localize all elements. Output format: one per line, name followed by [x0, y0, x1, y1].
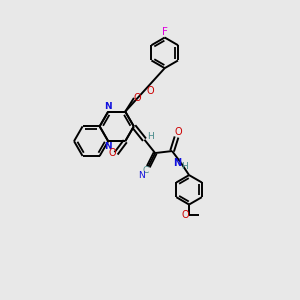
- Text: O: O: [134, 93, 142, 103]
- Text: N: N: [104, 142, 112, 151]
- Text: F: F: [162, 27, 168, 37]
- Text: N: N: [104, 102, 111, 111]
- Text: H: H: [182, 162, 188, 171]
- Text: C: C: [142, 166, 149, 175]
- Text: N: N: [138, 171, 145, 180]
- Text: O: O: [182, 210, 189, 220]
- Text: O: O: [174, 127, 182, 137]
- Text: H: H: [147, 132, 153, 141]
- Text: N: N: [173, 158, 181, 168]
- Text: O: O: [109, 148, 116, 158]
- Text: O: O: [146, 86, 154, 96]
